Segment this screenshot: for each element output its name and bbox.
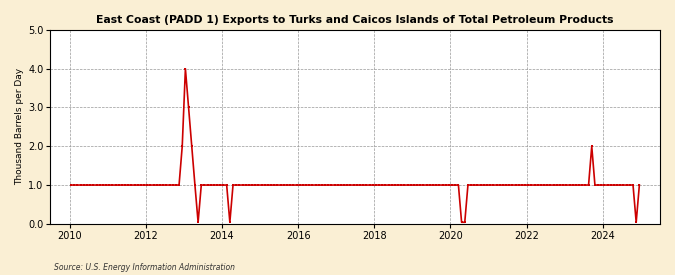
Text: Source: U.S. Energy Information Administration: Source: U.S. Energy Information Administ… xyxy=(54,263,235,272)
Title: East Coast (PADD 1) Exports to Turks and Caicos Islands of Total Petroleum Produ: East Coast (PADD 1) Exports to Turks and… xyxy=(97,15,614,25)
Y-axis label: Thousand Barrels per Day: Thousand Barrels per Day xyxy=(15,68,24,185)
